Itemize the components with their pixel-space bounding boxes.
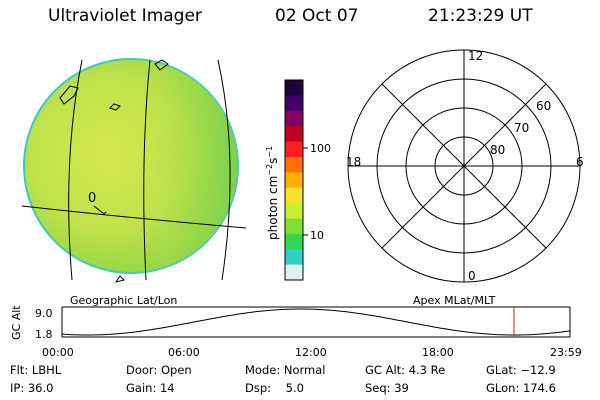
polar-projection-label: Apex MLat/MLT: [413, 294, 496, 307]
colorbar-segment: [285, 95, 303, 112]
polar-lat-70: 70: [514, 121, 529, 135]
instrument-title: Ultraviolet Imager: [48, 6, 202, 26]
coastline: [109, 103, 121, 111]
footer-gain: Gain: 14: [126, 381, 175, 395]
footer-gcalt: GC Alt: 4.3 Re: [365, 363, 446, 377]
longitude-line: [68, 59, 83, 281]
coastline: [114, 275, 125, 283]
colorbar-segment: [285, 187, 303, 204]
longitude-line: [143, 59, 151, 281]
colorbar-segment: [285, 264, 303, 281]
colorbar-segment: [285, 141, 303, 158]
earth-disk: [23, 58, 239, 274]
altitude-plot: GC Alt 9.0 1.8 00:00 06:00 12:00 18:00 2…: [10, 305, 582, 359]
footer-seq: Seq: 39: [365, 381, 409, 395]
colorbar: 100 10 photon cm−2s−1: [265, 79, 331, 281]
image-projection-label: Geographic Lat/Lon: [70, 294, 178, 307]
polar-label-18: 18: [346, 155, 361, 169]
colorbar-segment: [285, 249, 303, 266]
colorbar-segment: [285, 80, 303, 96]
polar-plot: 12 0 18 6 60 70 80: [346, 49, 584, 283]
colorbar-segment: [285, 203, 303, 219]
footer-door: Door: Open: [126, 363, 192, 377]
marker-tick: [93, 205, 107, 215]
footer-dsp: Dsp: 5.0: [245, 381, 304, 395]
colorbar-segment: [285, 218, 303, 235]
polar-lat-80: 80: [490, 143, 505, 157]
footer-flt: Flt: LBHL: [10, 363, 62, 377]
colorbar-segment: [285, 233, 303, 250]
image-marker-label: 0: [88, 191, 96, 206]
altplot-xtick: 23:59: [550, 346, 582, 359]
polar-label-0: 0: [468, 269, 476, 283]
altplot-xtick: 06:00: [168, 346, 200, 359]
time-label: 21:23:29 UT: [428, 6, 533, 26]
polar-label-6: 6: [576, 155, 584, 169]
colorbar-label: photon cm−2s−1: [265, 146, 280, 240]
latitude-line: [21, 205, 247, 229]
colorbar-tick-100: 100: [310, 142, 331, 155]
footer-glat: GLat: −12.9: [486, 363, 556, 377]
colorbar-segment: [285, 172, 303, 189]
altplot-ytick-max: 9.0: [35, 307, 53, 320]
colorbar-segment: [285, 156, 303, 173]
footer-glon: GLon: 174.6: [486, 381, 556, 395]
altplot-ytick-min: 1.8: [35, 328, 53, 341]
altplot-xtick: 18:00: [422, 346, 454, 359]
altplot-ylabel: GC Alt: [10, 305, 23, 340]
longitude-line: [217, 59, 231, 281]
footer-ip: IP: 36.0: [10, 381, 54, 395]
coastline: [154, 59, 169, 71]
polar-lat-60: 60: [536, 99, 551, 113]
footer-mode: Mode: Normal: [245, 363, 326, 377]
colorbar-segment: [285, 126, 303, 143]
altplot-xtick: 00:00: [42, 346, 74, 359]
polar-label-12: 12: [468, 49, 483, 63]
colorbar-tick-10: 10: [310, 229, 324, 242]
colorbar-segment: [285, 110, 303, 127]
altplot-xtick: 12:00: [295, 346, 327, 359]
date-label: 02 Oct 07: [275, 6, 359, 26]
